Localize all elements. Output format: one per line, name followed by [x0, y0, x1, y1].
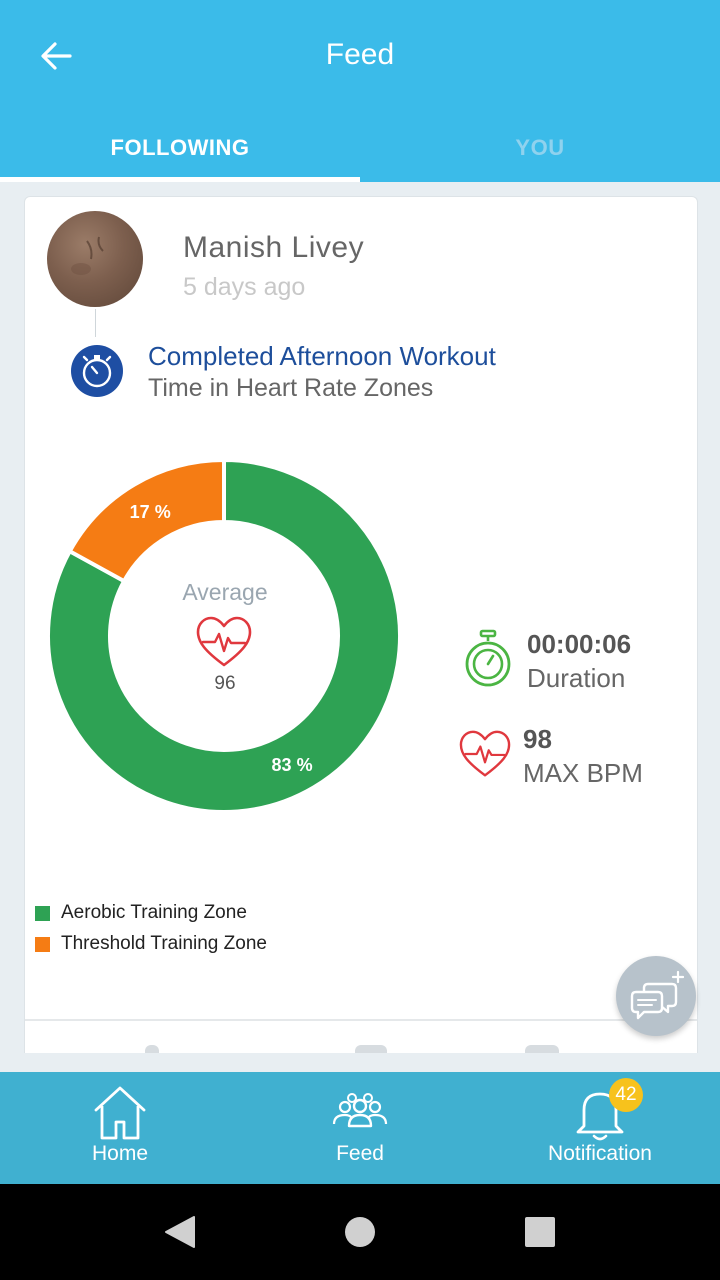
- slice-label: 83 %: [272, 755, 313, 775]
- legend-item-threshold: Threshold Training Zone: [35, 933, 267, 955]
- system-back-icon[interactable]: [160, 1214, 200, 1250]
- legend-label: Threshold Training Zone: [61, 933, 267, 954]
- home-icon: [94, 1086, 146, 1140]
- action-icon-partial: [525, 1045, 559, 1053]
- average-bpm-value: 96: [214, 673, 236, 694]
- timeline-connector: [95, 309, 96, 337]
- max-bpm-label: MAX BPM: [523, 758, 643, 788]
- nav-notification[interactable]: 42 Notification: [480, 1072, 720, 1184]
- system-recents-icon[interactable]: [524, 1216, 556, 1248]
- add-comment-button[interactable]: [616, 956, 696, 1036]
- active-tab-indicator: [0, 177, 360, 182]
- avatar-texture: [71, 236, 104, 275]
- duration-label: Duration: [527, 663, 626, 693]
- avatar[interactable]: [47, 211, 143, 307]
- nav-label: Feed: [336, 1142, 384, 1165]
- heart-rate-zone-chart: 83 % 17 % Average 96: [25, 437, 445, 837]
- donut-slice-aerobic[interactable]: [46, 457, 402, 814]
- tab-you[interactable]: YOU: [515, 135, 565, 160]
- action-icon-partial: [145, 1045, 159, 1053]
- legend-swatch: [35, 905, 50, 921]
- slice-label: 17 %: [130, 502, 171, 522]
- legend-label: Aerobic Training Zone: [61, 902, 247, 923]
- bottom-navigation: Home Feed 42 Notification: [0, 1072, 720, 1184]
- workout-title[interactable]: Completed Afternoon Workout: [148, 341, 496, 371]
- chart-center-label: Average: [182, 579, 268, 605]
- max-bpm-value: 98: [523, 724, 552, 754]
- heart-rate-icon: [196, 616, 252, 667]
- system-navigation-bar: [0, 1184, 720, 1280]
- nav-home[interactable]: Home: [0, 1072, 240, 1184]
- duration-value: 00:00:06: [527, 629, 632, 659]
- arrow-left-icon: [41, 42, 72, 70]
- card-divider: [25, 1019, 697, 1021]
- back-button[interactable]: [30, 30, 82, 82]
- user-name[interactable]: Manish Livey: [183, 231, 365, 264]
- nav-feed[interactable]: Feed: [240, 1072, 480, 1184]
- tab-following[interactable]: FOLLOWING: [110, 135, 250, 160]
- feed-card: Manish Livey 5 days ago Completed Aftern…: [24, 196, 698, 1053]
- donut-slice-threshold[interactable]: [67, 457, 226, 584]
- app-header: Feed FOLLOWING YOU: [0, 0, 720, 182]
- workout-subtitle: Time in Heart Rate Zones: [148, 374, 434, 402]
- chat-plus-icon: [630, 970, 684, 1020]
- stopwatch-icon: [465, 629, 511, 687]
- bell-icon: [576, 1092, 624, 1141]
- post-timestamp: 5 days ago: [183, 273, 306, 301]
- page-title: Feed: [325, 38, 395, 71]
- system-home-icon[interactable]: [343, 1215, 377, 1249]
- action-icon-partial: [355, 1045, 387, 1053]
- notification-badge: 42: [609, 1078, 643, 1112]
- stopwatch-badge-icon: [71, 345, 123, 397]
- legend-item-aerobic: Aerobic Training Zone: [35, 902, 247, 924]
- heart-rate-icon: [459, 730, 511, 777]
- nav-label: Notification: [548, 1142, 652, 1165]
- legend-swatch: [35, 936, 50, 952]
- donut-chart: 83 % 17 %: [46, 457, 402, 814]
- people-icon: [332, 1093, 388, 1128]
- nav-label: Home: [91, 1142, 149, 1165]
